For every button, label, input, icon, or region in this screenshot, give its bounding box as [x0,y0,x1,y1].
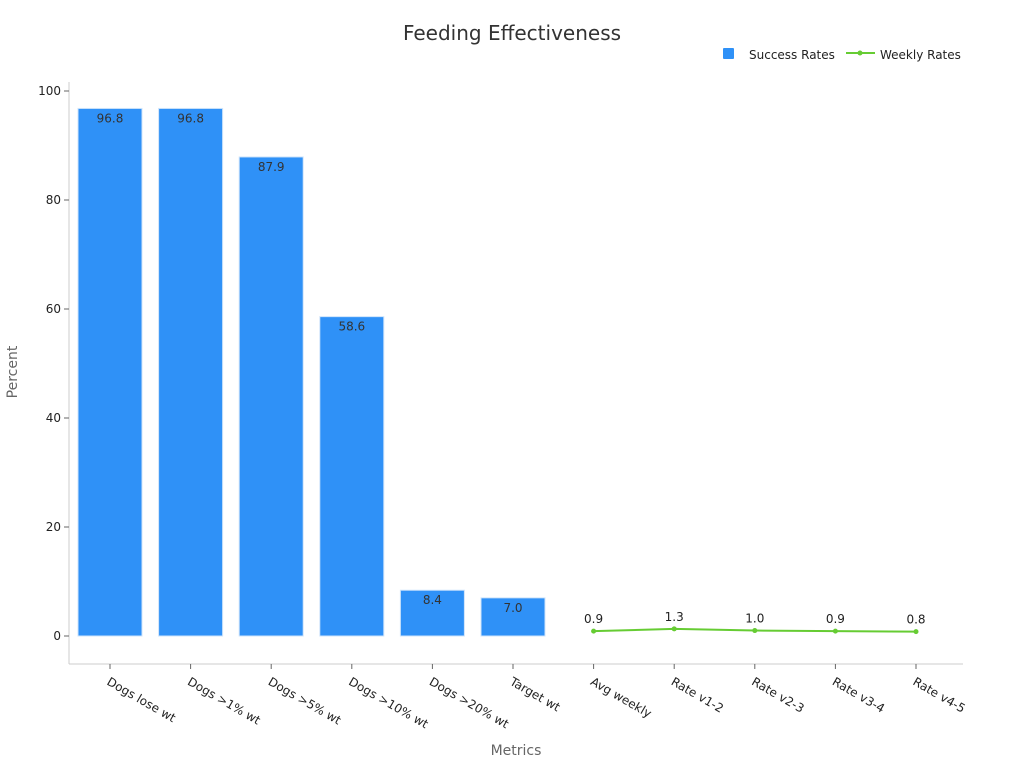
y-tick-label: 60 [46,302,61,316]
point-label-rate-v1-2: 1.3 [665,610,684,624]
bar-label-target-wt: 7.0 [503,601,522,615]
point-avg-weekly [591,628,597,634]
point-rate-v1-2 [671,626,677,632]
bar-dogs-10-wt [319,316,385,637]
point-label-avg-weekly: 0.9 [584,612,603,626]
legend-label-success-rates: Success Rates [749,48,835,62]
bar-dogs-lose-wt [77,107,143,637]
x-tick-label-rate-v2-3: Rate v2-3 [749,674,806,715]
x-tick-label-dogs-1-wt: Dogs >1% wt [185,674,263,727]
x-tick-label-rate-v1-2: Rate v1-2 [669,674,726,715]
bar-target-wt [480,597,546,637]
bar-label-dogs-10-wt: 58.6 [338,320,365,334]
bar-dogs-1-wt [158,107,224,637]
x-tick-label-dogs-lose-wt: Dogs lose wt [105,674,179,725]
x-tick-label-rate-v4-5: Rate v4-5 [911,674,968,715]
point-rate-v3-4 [832,628,838,634]
legend-marker-weekly-rates [857,50,863,56]
chart-title: Feeding Effectiveness [403,21,621,45]
x-tick-label-target-wt: Target wt [507,674,563,715]
x-tick-label-rate-v3-4: Rate v3-4 [830,674,887,715]
x-tick-label-dogs-20-wt: Dogs >20% wt [427,674,512,731]
y-tick-label: 40 [46,411,61,425]
y-tick-label: 80 [46,193,61,207]
x-axis-title: Metrics [491,743,542,759]
point-label-rate-v4-5: 0.8 [906,613,925,627]
bar-dogs-20-wt [399,589,465,637]
point-rate-v4-5 [913,629,919,635]
bar-dogs-5-wt [238,156,304,637]
point-label-rate-v3-4: 0.9 [826,612,845,626]
y-axis-title: Percent [5,345,21,398]
legend: Success Rates Weekly Rates [723,48,961,62]
y-tick-label: 0 [53,629,61,643]
y-tick-label: 100 [38,84,61,98]
x-tick-label-dogs-5-wt: Dogs >5% wt [266,674,344,727]
line-series: 0.9 1.3 1.0 0.9 0.8 [584,610,926,635]
bar-label-dogs-20-wt: 8.4 [423,593,442,607]
x-tick-label-dogs-10-wt: Dogs >10% wt [346,674,431,731]
bar-label-dogs-1-wt: 96.8 [177,111,204,125]
bar-label-dogs-5-wt: 87.9 [258,160,285,174]
point-label-rate-v2-3: 1.0 [745,612,764,626]
legend-swatch-success-rates [723,48,734,59]
y-tick-label: 20 [46,520,61,534]
bar-series: 96.8 96.8 87.9 58.6 8.4 7.0 [77,107,546,637]
point-rate-v2-3 [752,628,758,634]
legend-label-weekly-rates: Weekly Rates [880,48,961,62]
bar-label-dogs-lose-wt: 96.8 [97,111,124,125]
x-tick-label-avg-weekly: Avg weekly [588,674,654,720]
